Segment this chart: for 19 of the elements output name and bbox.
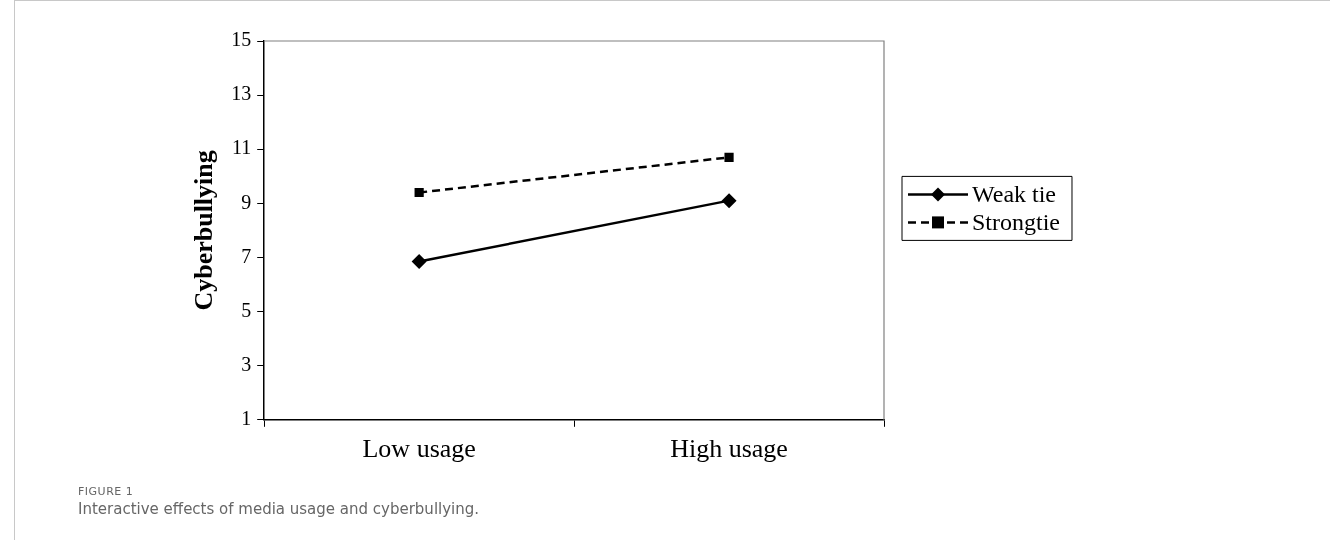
y-tick-label: 11 xyxy=(231,136,252,159)
y-axis-title: Cyberbullying xyxy=(189,150,219,311)
y-tick-label: 9 xyxy=(241,190,252,213)
x-tick-label: Low usage xyxy=(362,434,476,464)
y-tick-label: 13 xyxy=(231,82,252,105)
legend-label: Strongtie xyxy=(972,208,1060,235)
y-tick-label: 15 xyxy=(231,28,252,51)
caption: FIGURE 1 xyxy=(78,485,135,498)
y-tick-label: 7 xyxy=(241,244,252,267)
point xyxy=(414,187,424,198)
legend-label: Weak tie xyxy=(972,180,1057,207)
y-tick-label: 5 xyxy=(241,298,252,321)
point xyxy=(721,193,737,209)
text: Interactive effects of media usage and cyberbullying. xyxy=(78,500,480,518)
y-tick-label: 3 xyxy=(241,352,252,375)
x-tick-label: High usage xyxy=(670,434,788,464)
point xyxy=(411,254,427,270)
y-tick-label: 1 xyxy=(241,407,252,430)
point xyxy=(724,152,734,162)
